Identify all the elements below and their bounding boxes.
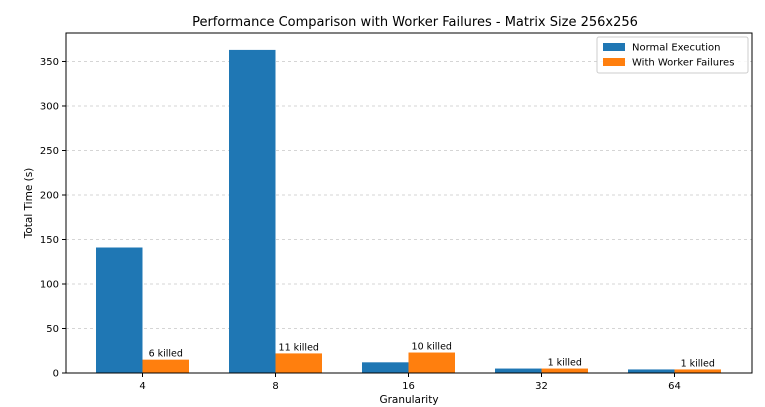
y-tick-label: 50 <box>46 324 59 335</box>
plot-frame <box>65 32 753 374</box>
bar-normal-4 <box>96 247 143 373</box>
gridlines <box>66 61 752 329</box>
bar-failures-8 <box>275 353 322 373</box>
x-tick-label: 32 <box>535 381 548 392</box>
bars <box>96 49 721 373</box>
bar-annotation: 11 killed <box>279 342 319 353</box>
bar-annotation: 1 killed <box>681 358 715 369</box>
y-tick-label: 200 <box>40 190 59 201</box>
x-tick-label: 16 <box>402 381 415 392</box>
bar-annotation: 1 killed <box>548 358 582 369</box>
bar-annotation: 6 killed <box>149 349 183 360</box>
legend-entry: Normal Execution <box>632 43 720 54</box>
x-tick-label: 8 <box>272 381 278 392</box>
legend-entry: With Worker Failures <box>632 58 734 69</box>
y-axis-ticks: 0 50 100 150 200 250 300 350 <box>40 57 66 380</box>
bar-annotations: 6 killed 11 killed 10 killed 1 killed 1 kill… <box>149 342 715 370</box>
bar-failures-64 <box>674 369 721 373</box>
bar-normal-64 <box>628 369 675 373</box>
y-tick-label: 0 <box>53 369 59 380</box>
y-tick-label: 350 <box>40 57 59 68</box>
chart-title: Performance Comparison with Worker Failu… <box>192 15 638 30</box>
x-tick-label: 64 <box>668 381 681 392</box>
bar-failures-16 <box>408 352 455 373</box>
legend-swatch <box>603 43 625 51</box>
x-tick-label: 4 <box>139 381 145 392</box>
bar-failures-4 <box>142 359 189 373</box>
y-tick-label: 250 <box>40 146 59 157</box>
bar-normal-8 <box>229 49 276 373</box>
y-tick-label: 300 <box>40 101 59 112</box>
legend: Normal Execution With Worker Failures <box>596 36 749 74</box>
bar-normal-32 <box>495 368 542 373</box>
y-tick-label: 150 <box>40 235 59 246</box>
y-axis-label: Total Time (s) <box>23 168 35 240</box>
legend-swatch <box>603 58 625 66</box>
x-axis-label: Granularity <box>379 394 438 406</box>
bar-normal-16 <box>362 362 409 373</box>
x-axis-ticks: 4 8 16 32 64 <box>139 373 681 392</box>
legend-box <box>596 36 749 74</box>
bar-annotation: 10 killed <box>412 342 452 353</box>
bar-failures-32 <box>541 368 588 373</box>
y-tick-label: 100 <box>40 279 59 290</box>
